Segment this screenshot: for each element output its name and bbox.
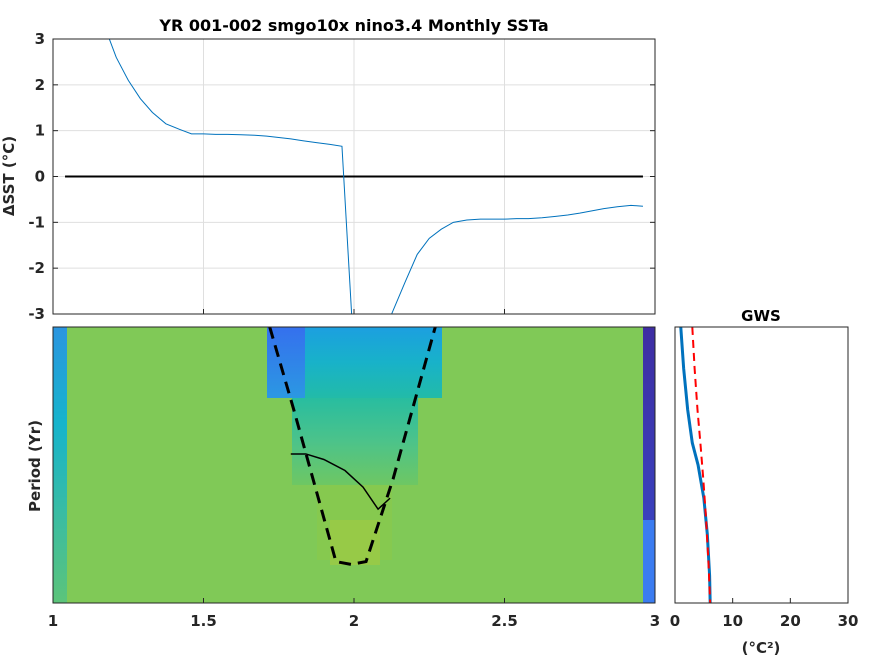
wavelet-x-tick-label-2: 2 — [349, 612, 359, 630]
wavelet-plot-frame — [52, 326, 656, 604]
heatmap-core-upper — [267, 327, 442, 398]
wavelet-x-tick-label-1: 1.5 — [190, 612, 217, 630]
ssta-y-tick-label-1: -2 — [28, 259, 45, 277]
gws-x-tick-label-2: 20 — [780, 612, 801, 630]
gws-x-tick-label-1: 10 — [722, 612, 743, 630]
heatmap-right-edge — [643, 520, 655, 603]
heatmap-left-edge — [53, 327, 67, 603]
ssta-panel: YR 001-002 smgo10x nino3.4 Monthly SSTa … — [0, 16, 656, 323]
ssta-plot-frame — [52, 38, 656, 315]
ssta-y-tick-label-0: -3 — [28, 305, 45, 323]
ssta-y-tick-label-3: 0 — [35, 168, 45, 186]
gws-x-tick-label-0: 0 — [670, 612, 680, 630]
cone-of-influence — [268, 327, 437, 566]
gws-title: GWS — [741, 307, 781, 325]
wavelet-x-ticks: 1 1.5 2 2.5 3 — [48, 598, 660, 630]
gws-x-axis-label: (°C²) — [742, 639, 781, 656]
gws-panel: GWS 0 10 20 30 (°C²) — [670, 307, 859, 656]
heatmap-core-bottom — [330, 520, 380, 565]
chart-title: YR 001-002 smgo10x nino3.4 Monthly SSTa — [158, 16, 548, 35]
wavelet-x-tick-label-3: 2.5 — [491, 612, 518, 630]
ssta-y-tick-label-4: 1 — [35, 122, 45, 140]
ssta-y-ticks: -3 -2 -1 0 1 2 3 — [28, 30, 655, 323]
ssta-series-line — [108, 39, 643, 314]
ssta-y-tick-label-6: 3 — [35, 30, 45, 48]
wavelet-y-axis-label: Period (Yr) — [26, 420, 44, 512]
gws-plot-background — [675, 327, 848, 603]
ssta-y-axis-label: ΔSST (°C) — [0, 136, 18, 216]
wavelet-x-tick-label-0: 1 — [48, 612, 58, 630]
wavelet-x-tick-label-4: 3 — [650, 612, 660, 630]
significance-contour — [290, 453, 391, 511]
ssta-y-tick-label-2: -1 — [28, 213, 45, 231]
ssta-y-tick-label-5: 2 — [35, 76, 45, 94]
heatmap-core-mid — [292, 398, 418, 485]
gws-x-tick-label-3: 30 — [838, 612, 859, 630]
wavelet-panel: 1 1.5 2 2.5 3 Period (Yr) — [26, 326, 660, 630]
gws-plot-frame — [674, 326, 849, 604]
gws-significance-line — [691, 326, 712, 604]
